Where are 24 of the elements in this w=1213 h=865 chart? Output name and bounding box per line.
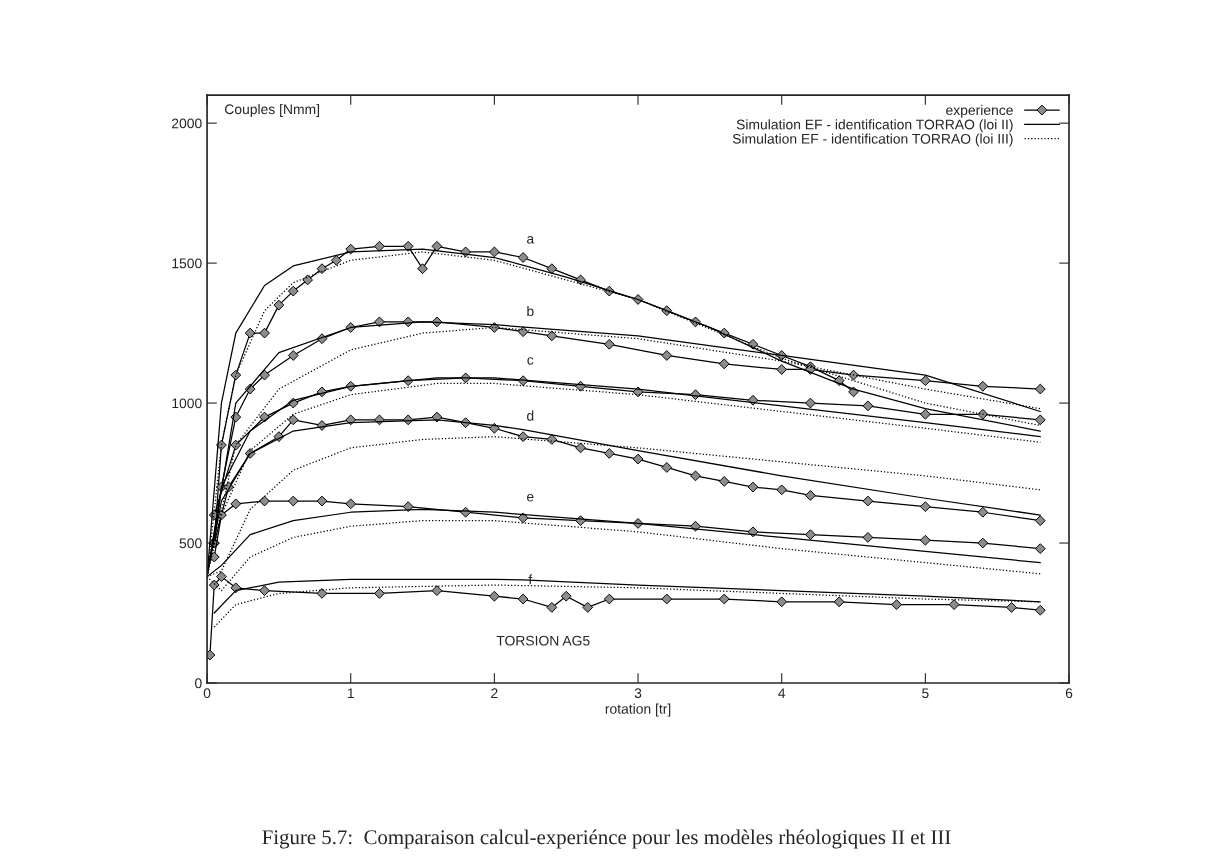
legend-label: experience [946,104,1013,118]
annotation: e [527,493,534,502]
x-tick-label: 5 [922,688,929,699]
annotation: b [527,305,534,317]
legend-label: Simulation EF - identification TORRAO (loi III) [732,133,1013,147]
x-axis-title: rotation [tr] [605,703,671,717]
annotation: c [527,357,534,365]
caption: Figure 5.7: Comparaison calcul-experiénce pour les modèles rhéologiques II et III [262,829,951,849]
x-tick-label: 3 [634,688,642,699]
annotation: TORSION AG5 [496,635,590,646]
x-tick-label: 0 [203,688,211,699]
y-tick-label: 1000 [172,398,202,409]
annotation: a [527,236,535,244]
annotation: d [527,410,534,421]
y-axis-title: Couples [Nmm] [225,103,320,117]
x-tick-label: 6 [1065,688,1073,699]
x-tick-label: 2 [491,688,498,698]
y-tick-label: 500 [179,538,202,549]
y-tick-label: 1500 [172,258,202,269]
legend-label: Simulation EF - identification TORRAO (loi II) [736,119,1013,133]
x-tick-label: 4 [778,688,786,698]
x-tick-label: 1 [347,688,354,698]
y-tick-label: 0 [195,678,202,689]
y-tick-label: 2000 [172,118,202,129]
